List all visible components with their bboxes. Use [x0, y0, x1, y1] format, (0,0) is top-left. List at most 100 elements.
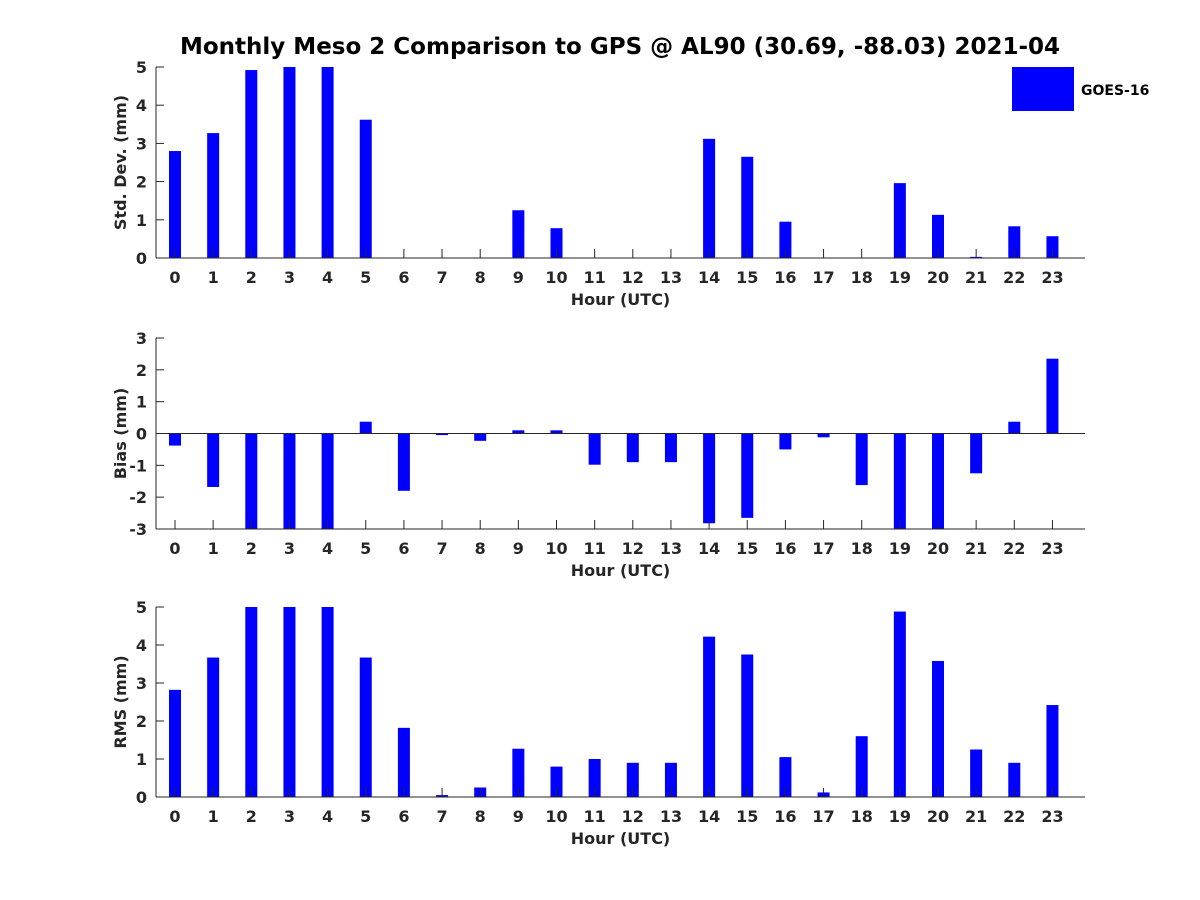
bias-bar-15	[741, 433, 754, 518]
bias-xtick-label-2: 2	[246, 539, 257, 558]
rms-xtick-label-0: 0	[169, 807, 180, 826]
bias-xtick-label-22: 22	[1003, 539, 1025, 558]
rms-xtick-label-11: 11	[584, 807, 606, 826]
legend-swatch-goes-16	[1012, 67, 1074, 111]
std-dev-bar-1	[207, 133, 220, 258]
std-dev-bar-22	[1008, 226, 1021, 258]
bias-bar-2	[245, 433, 258, 529]
bias-xtick-label-15: 15	[736, 539, 758, 558]
std-dev-xtick-label-23: 23	[1041, 268, 1063, 287]
rms-bar-14	[703, 636, 716, 797]
std-dev-bar-5	[359, 119, 372, 258]
std-dev-ytick-label: 3	[136, 134, 147, 153]
rms-xtick-label-21: 21	[965, 807, 987, 826]
rms-y-axis-label: RMS (mm)	[111, 655, 130, 748]
std-dev-bar-3	[283, 67, 296, 258]
bias-ytick-label: 0	[136, 425, 147, 444]
rms-bar-12	[626, 762, 639, 797]
std-dev-xtick-label-9: 9	[513, 268, 524, 287]
rms-xtick-label-3: 3	[284, 807, 295, 826]
std-dev-xtick-label-10: 10	[545, 268, 567, 287]
bias-xtick-label-4: 4	[322, 539, 333, 558]
rms-xtick-label-20: 20	[927, 807, 949, 826]
std-dev-ytick-label: 0	[136, 249, 147, 268]
rms-bar-11	[588, 759, 601, 797]
rms-bar-22	[1008, 762, 1021, 797]
rms-xtick-label-13: 13	[660, 807, 682, 826]
std-dev-xtick-label-6: 6	[398, 268, 409, 287]
std-dev-xtick-label-2: 2	[246, 268, 257, 287]
bias-bar-12	[626, 433, 639, 463]
bias-xtick-label-16: 16	[774, 539, 796, 558]
bias-bar-14	[703, 433, 716, 524]
bias-x-axis-label: Hour (UTC)	[571, 561, 671, 580]
std-dev-bar-9	[512, 210, 525, 258]
bias-ytick-label: -2	[129, 488, 147, 507]
std-dev-ytick-label: 5	[136, 58, 147, 77]
bias-bar-17	[817, 433, 830, 438]
rms-ytick-label: 1	[136, 750, 147, 769]
rms-xtick-label-12: 12	[622, 807, 644, 826]
rms-xtick-label-7: 7	[436, 807, 447, 826]
bias-bar-18	[855, 433, 868, 486]
bias-bar-20	[932, 433, 944, 529]
rms-xtick-label-18: 18	[851, 807, 873, 826]
bias-xtick-label-5: 5	[360, 539, 371, 558]
bias-xtick-label-18: 18	[851, 539, 873, 558]
bias-xtick-label-14: 14	[698, 539, 720, 558]
std-dev-xtick-label-22: 22	[1003, 268, 1025, 287]
legend: GOES-16	[1012, 67, 1149, 111]
rms-xtick-label-19: 19	[889, 807, 911, 826]
rms-xtick-label-9: 9	[513, 807, 524, 826]
std-dev-bar-14	[703, 138, 716, 258]
rms-xtick-label-22: 22	[1003, 807, 1025, 826]
rms-bar-13	[664, 762, 677, 797]
rms-ytick-label: 4	[136, 636, 147, 655]
std-dev-xtick-label-15: 15	[736, 268, 758, 287]
bias-bar-8	[474, 433, 487, 441]
rms-xtick-label-5: 5	[360, 807, 371, 826]
std-dev-bar-2	[245, 70, 258, 258]
bias-xtick-label-0: 0	[169, 539, 180, 558]
rms-xtick-label-4: 4	[322, 807, 333, 826]
bias-xtick-label-10: 10	[545, 539, 567, 558]
bias-ytick-label: -3	[129, 520, 147, 539]
rms-bar-15	[741, 654, 754, 797]
std-dev-bar-10	[550, 228, 563, 258]
std-dev-xtick-label-14: 14	[698, 268, 720, 287]
std-dev-bar-16	[779, 221, 792, 258]
bias-bar-22	[1008, 421, 1021, 434]
rms-bar-10	[550, 766, 563, 797]
rms-xtick-label-23: 23	[1041, 807, 1063, 826]
std-dev-xtick-label-19: 19	[889, 268, 911, 287]
rms-bar-6	[397, 727, 410, 797]
bias-bar-23	[1046, 358, 1059, 434]
rms-ytick-label: 2	[136, 712, 147, 731]
rms-bar-21	[970, 749, 983, 797]
rms-bar-0	[169, 689, 181, 797]
std-dev-bar-4	[321, 67, 334, 258]
bias-ytick-label: -1	[129, 456, 147, 475]
bias-bar-1	[207, 433, 220, 487]
bias-xtick-label-6: 6	[398, 539, 409, 558]
std-dev-y-axis-label: Std. Dev. (mm)	[111, 95, 130, 230]
std-dev-ytick-label: 4	[136, 96, 147, 115]
bias-bar-5	[359, 421, 372, 434]
std-dev-bar-20	[932, 214, 944, 258]
std-dev-bar-19	[893, 183, 906, 258]
rms-xtick-label-10: 10	[545, 807, 567, 826]
bias-xtick-label-19: 19	[889, 539, 911, 558]
rms-xtick-label-2: 2	[246, 807, 257, 826]
rms-bar-2	[245, 607, 258, 797]
std-dev-bar-23	[1046, 236, 1059, 258]
rms-xtick-label-14: 14	[698, 807, 720, 826]
std-dev-xtick-label-21: 21	[965, 268, 987, 287]
bias-xtick-label-13: 13	[660, 539, 682, 558]
std-dev-xtick-label-12: 12	[622, 268, 644, 287]
rms-bar-4	[321, 607, 334, 797]
rms-bar-9	[512, 748, 525, 797]
bias-xtick-label-8: 8	[475, 539, 486, 558]
